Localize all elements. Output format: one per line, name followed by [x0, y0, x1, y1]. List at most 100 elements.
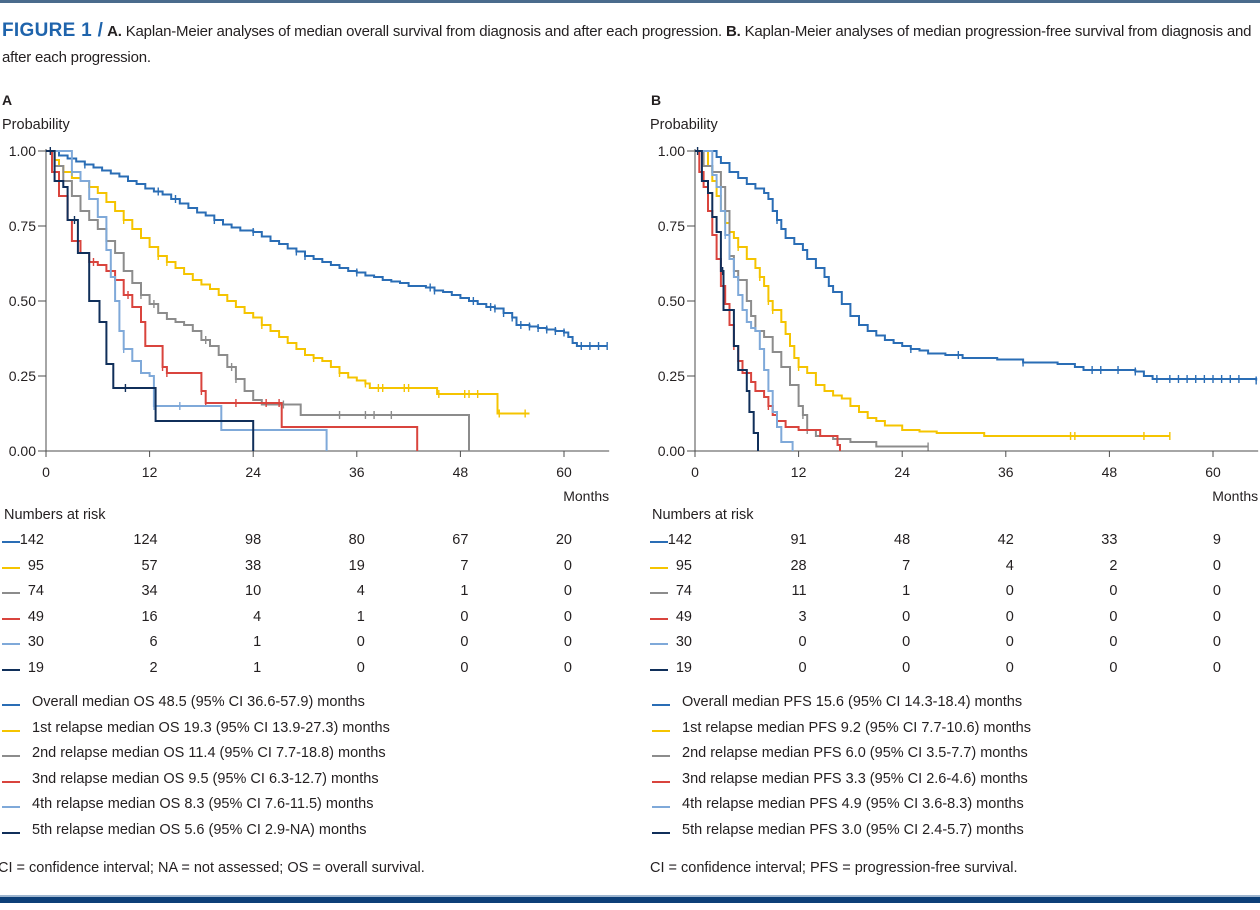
- risk-cell: 0: [460, 634, 469, 651]
- risk-cell: 1: [460, 583, 469, 600]
- risk-row: 19 0 0 0 0 0: [650, 660, 1250, 680]
- risk-row: 74 11 1 0 0 0: [650, 583, 1250, 603]
- risk-cell: 0: [563, 583, 572, 600]
- risk-cell: 0: [1109, 660, 1118, 676]
- risk-cell: 74: [675, 583, 692, 600]
- panel-a-letter: A: [2, 92, 13, 108]
- km-curve-relapse2: [695, 150, 929, 448]
- risk-cell: 48: [894, 532, 911, 548]
- km-curve-overall: [695, 150, 1258, 381]
- legend-label: 2nd relapse median OS 11.4 (95% CI 7.7-1…: [32, 745, 386, 762]
- risk-cell: 0: [902, 608, 911, 625]
- risk-cell: 49: [27, 608, 44, 625]
- risk-cell: 49: [675, 608, 692, 625]
- risk-swatch-relapse4: [650, 643, 668, 646]
- risk-swatch-relapse2: [650, 592, 668, 595]
- x-tick-label: 60: [556, 464, 572, 480]
- risk-cell: 19: [348, 557, 365, 574]
- x-tick-label: 12: [142, 464, 158, 480]
- risk-cell: 42: [997, 532, 1014, 548]
- legend-swatch: [652, 755, 670, 758]
- numbers-at-risk-title: Numbers at risk: [652, 507, 754, 523]
- legend-label: Overall median OS 48.5 (95% CI 36.6-57.9…: [32, 694, 365, 710]
- risk-cell: 0: [1212, 634, 1221, 651]
- legend-label: 4th relapse median PFS 4.9 (95% CI 3.6-8…: [682, 796, 1024, 813]
- risk-cell: 0: [1212, 660, 1221, 676]
- km-curve-relapse2: [46, 150, 470, 451]
- legend-swatch: [2, 780, 20, 783]
- risk-swatch-relapse1: [2, 566, 20, 569]
- risk-swatch-relapse2: [2, 592, 20, 595]
- x-tick-label: 12: [791, 464, 807, 480]
- risk-row: 95 28 7 4 2 0: [650, 558, 1250, 578]
- legend-swatch: [2, 806, 20, 809]
- panel-b-plot: 0.00 0.25 0.50 0.75 1.00 0 12 24 36 48 60 Months: [658, 143, 1259, 504]
- top-rule: [0, 0, 1260, 3]
- risk-cell: 3: [798, 608, 807, 625]
- risk-cell: 0: [563, 660, 572, 676]
- risk-cell: 33: [1101, 532, 1118, 548]
- bottom-rule: [0, 897, 1260, 903]
- risk-cell: 30: [27, 634, 44, 651]
- figure-label: FIGURE 1 /: [2, 20, 104, 41]
- risk-cell: 0: [563, 557, 572, 574]
- x-axis-label: Months: [563, 488, 609, 504]
- panel-b-ylabel: Probability: [650, 117, 718, 133]
- risk-cell: 2: [1109, 557, 1118, 574]
- legend-swatch: [652, 704, 670, 706]
- risk-cell: 7: [902, 557, 911, 574]
- risk-cell: 1: [356, 608, 365, 625]
- risk-swatch-relapse5: [2, 669, 20, 671]
- legend-swatch: [652, 832, 670, 834]
- risk-cell: 0: [460, 660, 469, 676]
- x-tick-label: 0: [42, 464, 50, 480]
- km-curve-relapse1: [46, 150, 530, 415]
- risk-swatch-relapse3: [650, 617, 668, 620]
- risk-row: 49 3 0 0 0 0: [650, 609, 1250, 629]
- risk-cell: 67: [452, 532, 469, 548]
- caption-b-label: B.: [725, 23, 741, 40]
- risk-cell: 0: [1005, 660, 1014, 676]
- caption-a-text: Kaplan-Meier analyses of median overall …: [125, 23, 723, 40]
- x-tick-label: 0: [691, 464, 699, 480]
- risk-cell: 6: [149, 634, 158, 651]
- km-curve-relapse5: [695, 150, 759, 451]
- risk-cell: 4: [253, 608, 262, 625]
- x-tick-label: 36: [349, 464, 365, 480]
- risk-cell: 0: [1005, 608, 1014, 625]
- legend-swatch: [652, 729, 670, 732]
- y-tick-label: 0.50: [658, 293, 685, 309]
- risk-cell: 0: [563, 608, 572, 625]
- legend-swatch: [652, 780, 670, 783]
- risk-cell: 0: [902, 634, 911, 651]
- risk-cell: 0: [1109, 634, 1118, 651]
- risk-row: 19 2 1 0 0 0: [2, 660, 602, 680]
- legend-swatch: [2, 704, 20, 706]
- risk-row: 30 6 1 0 0 0: [2, 634, 602, 654]
- km-curve-relapse3: [695, 150, 841, 451]
- y-tick-label: 1.00: [9, 143, 36, 159]
- risk-cell: 11: [791, 583, 807, 600]
- x-tick-label: 48: [1102, 464, 1118, 480]
- risk-cell: 4: [356, 583, 365, 600]
- panel-b-letter: B: [651, 92, 662, 108]
- figure-caption: FIGURE 1 / A. Kaplan-Meier analyses of m…: [2, 18, 1252, 71]
- risk-cell: 4: [1005, 557, 1014, 574]
- risk-swatch-relapse4: [2, 643, 20, 646]
- risk-cell: 95: [27, 557, 44, 574]
- risk-cell: 20: [555, 532, 572, 548]
- risk-cell: 1: [253, 634, 262, 651]
- risk-cell: 0: [1212, 608, 1221, 625]
- km-curve-relapse4: [695, 150, 794, 451]
- risk-swatch-relapse1: [650, 566, 668, 569]
- risk-cell: 0: [1005, 583, 1014, 600]
- risk-cell: 0: [1212, 583, 1221, 600]
- risk-cell: 9: [1212, 532, 1221, 548]
- risk-swatch-relapse5: [650, 669, 668, 671]
- y-tick-label: 0.75: [658, 218, 685, 234]
- risk-cell: 10: [245, 583, 262, 600]
- legend-label: 3nd relapse median OS 9.5 (95% CI 6.3-12…: [32, 770, 379, 787]
- risk-cell: 19: [675, 660, 692, 676]
- x-tick-label: 36: [998, 464, 1014, 480]
